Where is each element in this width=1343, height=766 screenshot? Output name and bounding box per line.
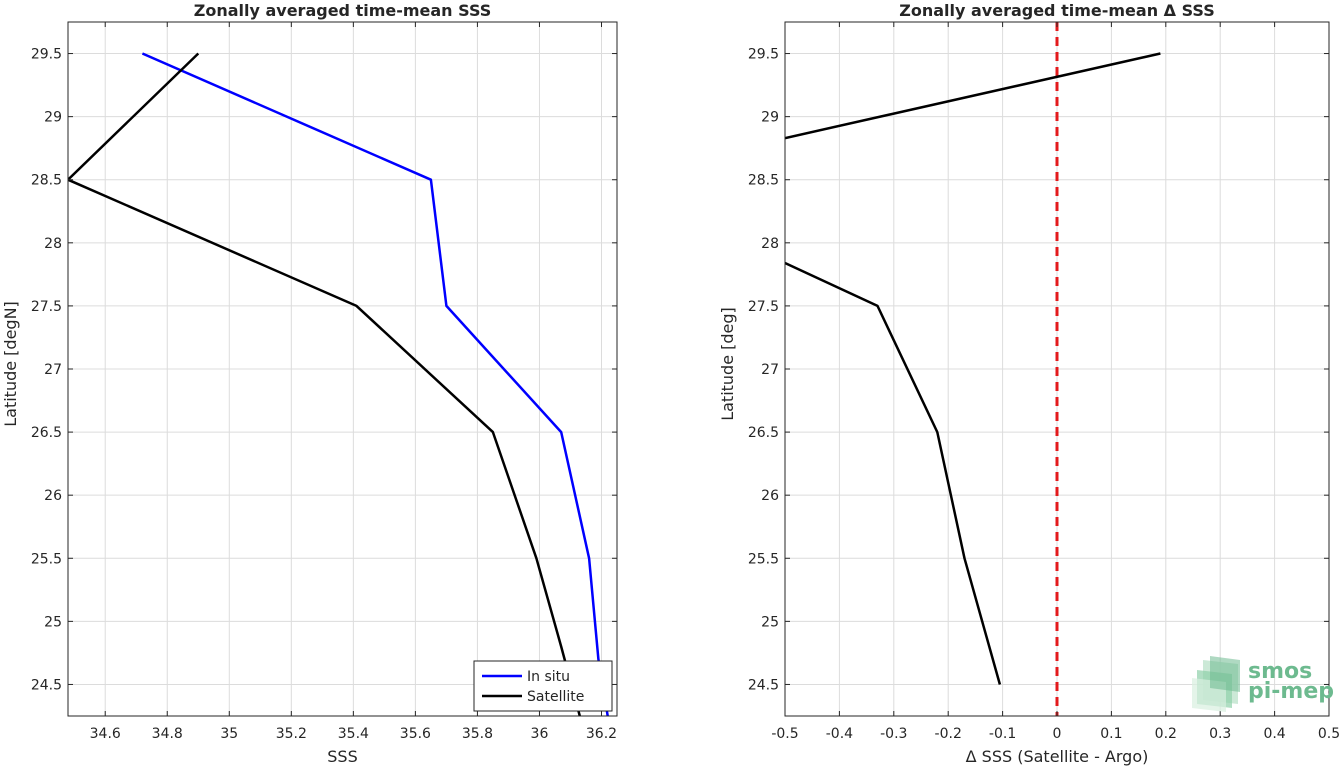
x-tick-label: 35.2 xyxy=(276,726,307,742)
y-tick-label: 28 xyxy=(761,236,779,252)
x-tick-label: 0.4 xyxy=(1263,726,1285,742)
x-tick-label: 35.8 xyxy=(462,726,493,742)
x-tick-label: 0.2 xyxy=(1155,726,1177,742)
series-line-in-situ xyxy=(141,52,609,716)
logo-emblem-icon xyxy=(1192,656,1240,712)
x-tick-label: 0.3 xyxy=(1209,726,1231,742)
y-tick-label: 27.5 xyxy=(748,299,779,315)
x-tick-label: -0.4 xyxy=(826,726,853,742)
series-line-0 xyxy=(785,52,1161,140)
series-line-satellite xyxy=(68,52,582,716)
y-tick-label: 25 xyxy=(44,614,62,630)
y-tick-label: 28 xyxy=(44,236,62,252)
legend-entry-label: In situ xyxy=(527,669,570,685)
y-tick-label: 29.5 xyxy=(748,47,779,63)
y-axis-label: Latitude [deg] xyxy=(718,307,737,421)
x-axis-label: Δ SSS (Satellite - Argo) xyxy=(966,747,1149,766)
logo-text-smos: smos xyxy=(1248,659,1312,684)
y-tick-label: 25.5 xyxy=(748,551,779,567)
x-tick-label: 34.8 xyxy=(152,726,183,742)
y-tick-label: 25 xyxy=(761,614,779,630)
y-tick-label: 26 xyxy=(761,488,779,504)
y-axis-label: Latitude [degN] xyxy=(1,301,20,427)
y-tick-label: 26.5 xyxy=(31,425,62,441)
chart-sss: 34.6 34.8 35 35.2 35.4 35.6 35.8 36 36.2 24.5 25 25… xyxy=(1,1,618,766)
chart-title: Zonally averaged time-mean SSS xyxy=(194,1,492,20)
y-tick-label: 27.5 xyxy=(31,299,62,315)
x-tick-label: -0.1 xyxy=(989,726,1016,742)
x-tick-label: 34.6 xyxy=(90,726,121,742)
x-tick-label: 35.4 xyxy=(338,726,369,742)
smos-pi-mep-logo: smos pi-mep xyxy=(1192,656,1334,712)
y-tick-label: 28.5 xyxy=(31,173,62,189)
y-tick-label: 27 xyxy=(44,362,62,378)
x-tick-label: 36.2 xyxy=(586,726,617,742)
x-tick-label: 0.1 xyxy=(1100,726,1122,742)
x-tick-label: -0.2 xyxy=(935,726,962,742)
x-axis-label: SSS xyxy=(327,747,357,766)
y-tick-label: 29 xyxy=(761,110,779,126)
y-tick-label: 27 xyxy=(761,362,779,378)
legend: In situ Satellite xyxy=(473,660,613,712)
x-tick-label: 0.5 xyxy=(1318,726,1340,742)
series-line-0 xyxy=(785,261,1002,685)
y-tick-label: 24.5 xyxy=(31,677,62,693)
logo-text-pi-mep: pi-mep xyxy=(1248,679,1334,704)
y-tick-label: 28.5 xyxy=(748,173,779,189)
y-tick-label: 26.5 xyxy=(748,425,779,441)
x-tick-label: -0.5 xyxy=(771,726,798,742)
y-tick-label: 29 xyxy=(44,110,62,126)
x-tick-label: -0.3 xyxy=(880,726,907,742)
x-tick-label: 35 xyxy=(220,726,238,742)
x-tick-label: 36 xyxy=(531,726,549,742)
y-tick-label: 26 xyxy=(44,488,62,504)
x-tick-label: 35.6 xyxy=(400,726,431,742)
y-tick-label: 25.5 xyxy=(31,551,62,567)
y-tick-label: 24.5 xyxy=(748,677,779,693)
y-tick-label: 29.5 xyxy=(31,47,62,63)
chart-title: Zonally averaged time-mean Δ SSS xyxy=(899,1,1215,20)
legend-entry-label: Satellite xyxy=(527,689,584,705)
chart-delta-sss: -0.5 -0.4 -0.3 -0.2 -0.1 0 0.1 0.2 0.3 0.4 0.5 24.5… xyxy=(718,1,1340,766)
x-tick-label: 0 xyxy=(1053,726,1062,742)
